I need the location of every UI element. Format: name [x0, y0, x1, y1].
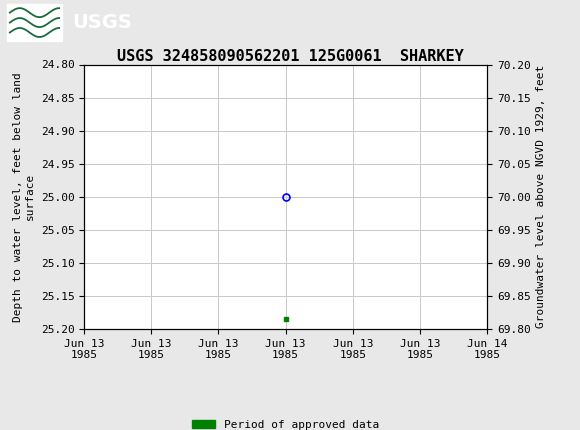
Text: USGS 324858090562201 125G0061  SHARKEY: USGS 324858090562201 125G0061 SHARKEY	[117, 49, 463, 64]
Text: USGS: USGS	[72, 13, 132, 32]
Y-axis label: Depth to water level, feet below land
surface: Depth to water level, feet below land su…	[13, 72, 35, 322]
Legend: Period of approved data: Period of approved data	[188, 415, 383, 430]
FancyBboxPatch shape	[7, 4, 62, 41]
Y-axis label: Groundwater level above NGVD 1929, feet: Groundwater level above NGVD 1929, feet	[536, 65, 546, 329]
